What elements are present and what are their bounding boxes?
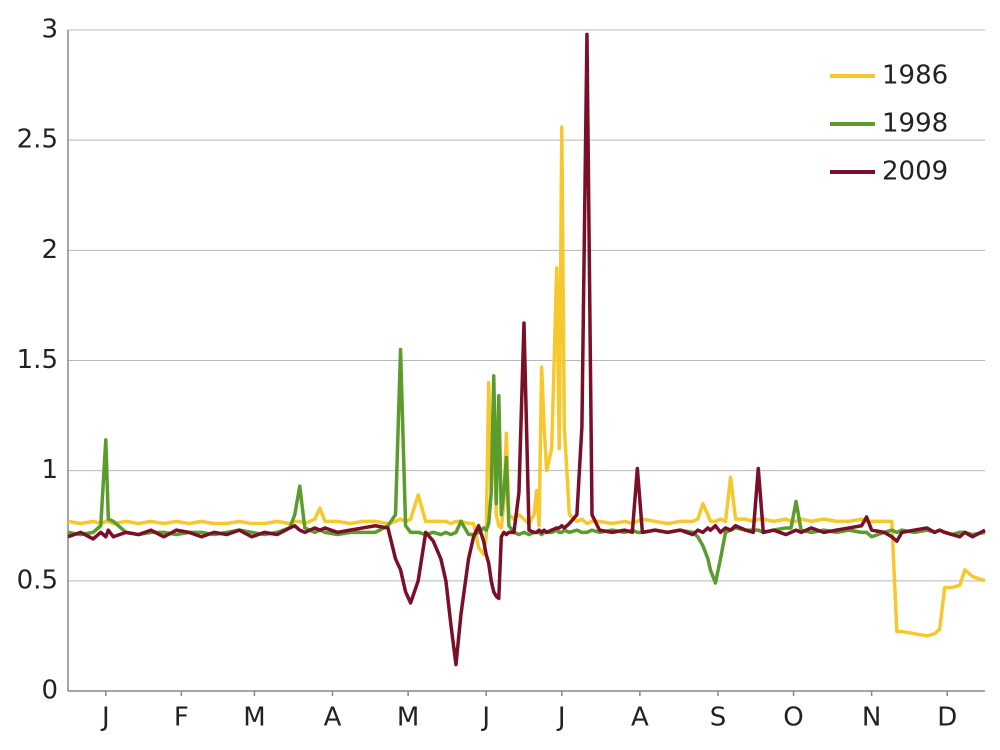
- x-tick-label: N: [862, 703, 881, 733]
- y-tick-label: 0.5: [17, 565, 58, 595]
- x-tick-label: J: [100, 703, 110, 733]
- x-tick-label: A: [631, 703, 649, 733]
- y-tick-label: 0: [41, 676, 58, 706]
- x-tick-label: S: [710, 703, 727, 733]
- series-line: [67, 125, 986, 638]
- x-tick-label: D: [937, 703, 957, 733]
- x-tick-label: O: [783, 703, 803, 733]
- legend-label: 1986: [882, 61, 948, 91]
- y-tick-label: 3: [41, 15, 58, 45]
- y-tick-label: 2.5: [17, 125, 58, 155]
- x-tick-label: M: [243, 703, 265, 733]
- x-tick-label: M: [397, 703, 419, 733]
- legend-label: 2009: [882, 157, 948, 187]
- y-tick-label: 1.5: [17, 345, 58, 375]
- x-tick-label: A: [324, 703, 342, 733]
- y-tick-label: 2: [41, 235, 58, 265]
- series-line: [67, 32, 986, 667]
- legend-label: 1998: [882, 109, 948, 139]
- x-tick-label: J: [556, 703, 566, 733]
- x-tick-label: J: [480, 703, 490, 733]
- x-tick-label: F: [174, 703, 189, 733]
- y-tick-label: 1: [41, 455, 58, 485]
